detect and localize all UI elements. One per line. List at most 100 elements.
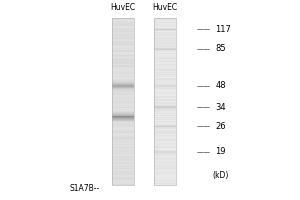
Bar	[112, 179, 134, 180]
Bar	[112, 112, 134, 113]
Bar	[154, 91, 176, 92]
Bar	[112, 84, 134, 85]
Bar	[154, 28, 176, 29]
Bar	[154, 168, 176, 169]
Bar	[112, 35, 134, 36]
Bar	[112, 169, 134, 170]
Bar	[112, 20, 134, 21]
Bar	[154, 84, 176, 85]
Bar	[154, 146, 176, 147]
Bar	[112, 81, 134, 82]
Bar	[112, 26, 134, 27]
Bar	[154, 117, 176, 118]
Bar	[112, 103, 134, 104]
Bar	[154, 127, 176, 128]
Bar	[112, 85, 134, 86]
Bar	[154, 62, 176, 63]
Bar	[112, 158, 134, 159]
Bar	[112, 44, 134, 45]
Bar	[112, 132, 134, 133]
Bar	[154, 106, 176, 107]
Bar	[112, 75, 134, 76]
Bar	[154, 107, 176, 108]
Bar	[154, 93, 176, 94]
Bar	[112, 56, 134, 57]
Bar	[154, 170, 176, 171]
Bar	[112, 115, 134, 116]
Bar	[154, 164, 176, 165]
Bar	[154, 52, 176, 53]
Bar	[112, 149, 134, 150]
Bar	[154, 113, 176, 114]
Bar	[112, 142, 134, 143]
Bar	[154, 18, 176, 19]
Bar	[112, 126, 134, 127]
Bar	[154, 65, 176, 66]
Bar	[154, 132, 176, 133]
Bar	[154, 169, 176, 170]
Bar	[154, 33, 176, 34]
Bar	[154, 153, 176, 154]
Bar	[112, 162, 134, 163]
Bar	[154, 99, 176, 100]
Bar	[154, 163, 176, 164]
Bar	[154, 103, 176, 104]
Text: S1A7B--: S1A7B--	[69, 184, 100, 193]
Bar	[112, 129, 134, 130]
Bar	[154, 102, 176, 103]
Bar	[112, 163, 134, 164]
Bar	[112, 83, 134, 84]
Bar	[112, 39, 134, 40]
Bar	[112, 136, 134, 137]
Bar	[112, 181, 134, 182]
Bar	[154, 121, 176, 122]
Text: 19: 19	[215, 147, 226, 156]
Bar	[112, 93, 134, 94]
Bar	[154, 98, 176, 99]
Bar	[154, 161, 176, 162]
Bar	[112, 165, 134, 166]
Bar	[112, 120, 134, 121]
Bar	[112, 151, 134, 152]
Bar	[154, 129, 176, 130]
Bar	[154, 128, 176, 129]
Bar	[112, 102, 134, 103]
Bar	[112, 105, 134, 106]
Bar	[154, 139, 176, 140]
Bar	[112, 96, 134, 97]
Bar	[112, 68, 134, 69]
Bar	[154, 78, 176, 79]
Bar	[112, 62, 134, 63]
Bar	[154, 48, 176, 49]
Text: ——: ——	[196, 46, 211, 52]
Bar	[154, 63, 176, 64]
Bar	[154, 101, 176, 102]
Bar	[112, 59, 134, 60]
Bar	[112, 144, 134, 145]
Bar	[154, 19, 176, 20]
Bar	[154, 137, 176, 138]
Bar	[154, 120, 176, 121]
Bar	[154, 172, 176, 173]
Bar	[112, 108, 134, 109]
Bar	[112, 99, 134, 100]
Bar	[154, 112, 176, 113]
Bar	[154, 39, 176, 40]
Bar	[154, 54, 176, 55]
Bar	[154, 105, 176, 106]
Bar	[112, 79, 134, 80]
Bar	[154, 119, 176, 120]
Text: ——: ——	[196, 26, 211, 32]
Bar	[112, 114, 134, 115]
Bar	[112, 38, 134, 39]
Bar	[112, 57, 134, 58]
Bar	[112, 110, 134, 111]
Bar	[154, 74, 176, 75]
Bar	[112, 145, 134, 146]
Bar	[154, 150, 176, 151]
Bar	[154, 179, 176, 180]
Bar	[154, 50, 176, 51]
Bar	[154, 40, 176, 41]
Bar	[112, 28, 134, 29]
Bar	[154, 154, 176, 155]
